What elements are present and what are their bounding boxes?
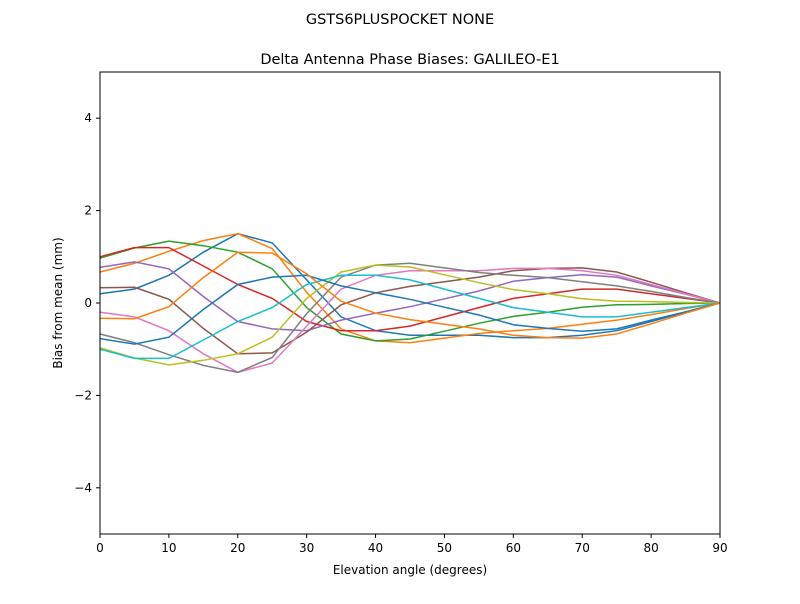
series-line-4 xyxy=(99,261,721,332)
series-line-1 xyxy=(99,232,721,344)
x-tick-label: 80 xyxy=(643,541,658,555)
plot-frame xyxy=(99,71,721,535)
series-line-6 xyxy=(99,267,721,374)
x-tick-label: 90 xyxy=(712,541,727,555)
y-tick-label: −2 xyxy=(74,388,92,402)
suptitle: GSTS6PLUSPOCKET NONE xyxy=(306,12,494,28)
series-line-3 xyxy=(99,246,721,332)
series-line-9 xyxy=(99,274,721,360)
x-tick-label: 50 xyxy=(437,541,452,555)
y-tick-label: 2 xyxy=(84,204,92,218)
x-axis-label: Elevation angle (degrees) xyxy=(333,563,487,577)
series-line-2 xyxy=(99,240,721,342)
y-axis: −4 −2 0 2 4 xyxy=(74,111,100,495)
series-line-8 xyxy=(99,264,721,366)
y-tick-label: −4 xyxy=(74,481,92,495)
series-lines xyxy=(99,232,721,374)
x-tick-label: 0 xyxy=(96,541,104,555)
x-tick-label: 10 xyxy=(161,541,176,555)
x-axis: 0 10 20 30 40 50 60 70 80 90 xyxy=(96,534,728,555)
x-tick-label: 40 xyxy=(368,541,383,555)
series-line-7 xyxy=(99,262,721,374)
x-tick-label: 20 xyxy=(230,541,245,555)
series-line-0 xyxy=(99,232,721,339)
series-line-10 xyxy=(99,274,721,345)
x-tick-label: 30 xyxy=(299,541,314,555)
x-tick-label: 60 xyxy=(506,541,521,555)
chart-title: Delta Antenna Phase Biases: GALILEO-E1 xyxy=(260,52,559,68)
y-tick-label: 4 xyxy=(84,111,92,125)
series-line-5 xyxy=(99,267,721,355)
series-line-11 xyxy=(99,251,721,339)
x-tick-label: 70 xyxy=(575,541,590,555)
y-tick-label: 0 xyxy=(84,296,92,310)
y-axis-label: Bias from mean (mm) xyxy=(51,237,65,368)
